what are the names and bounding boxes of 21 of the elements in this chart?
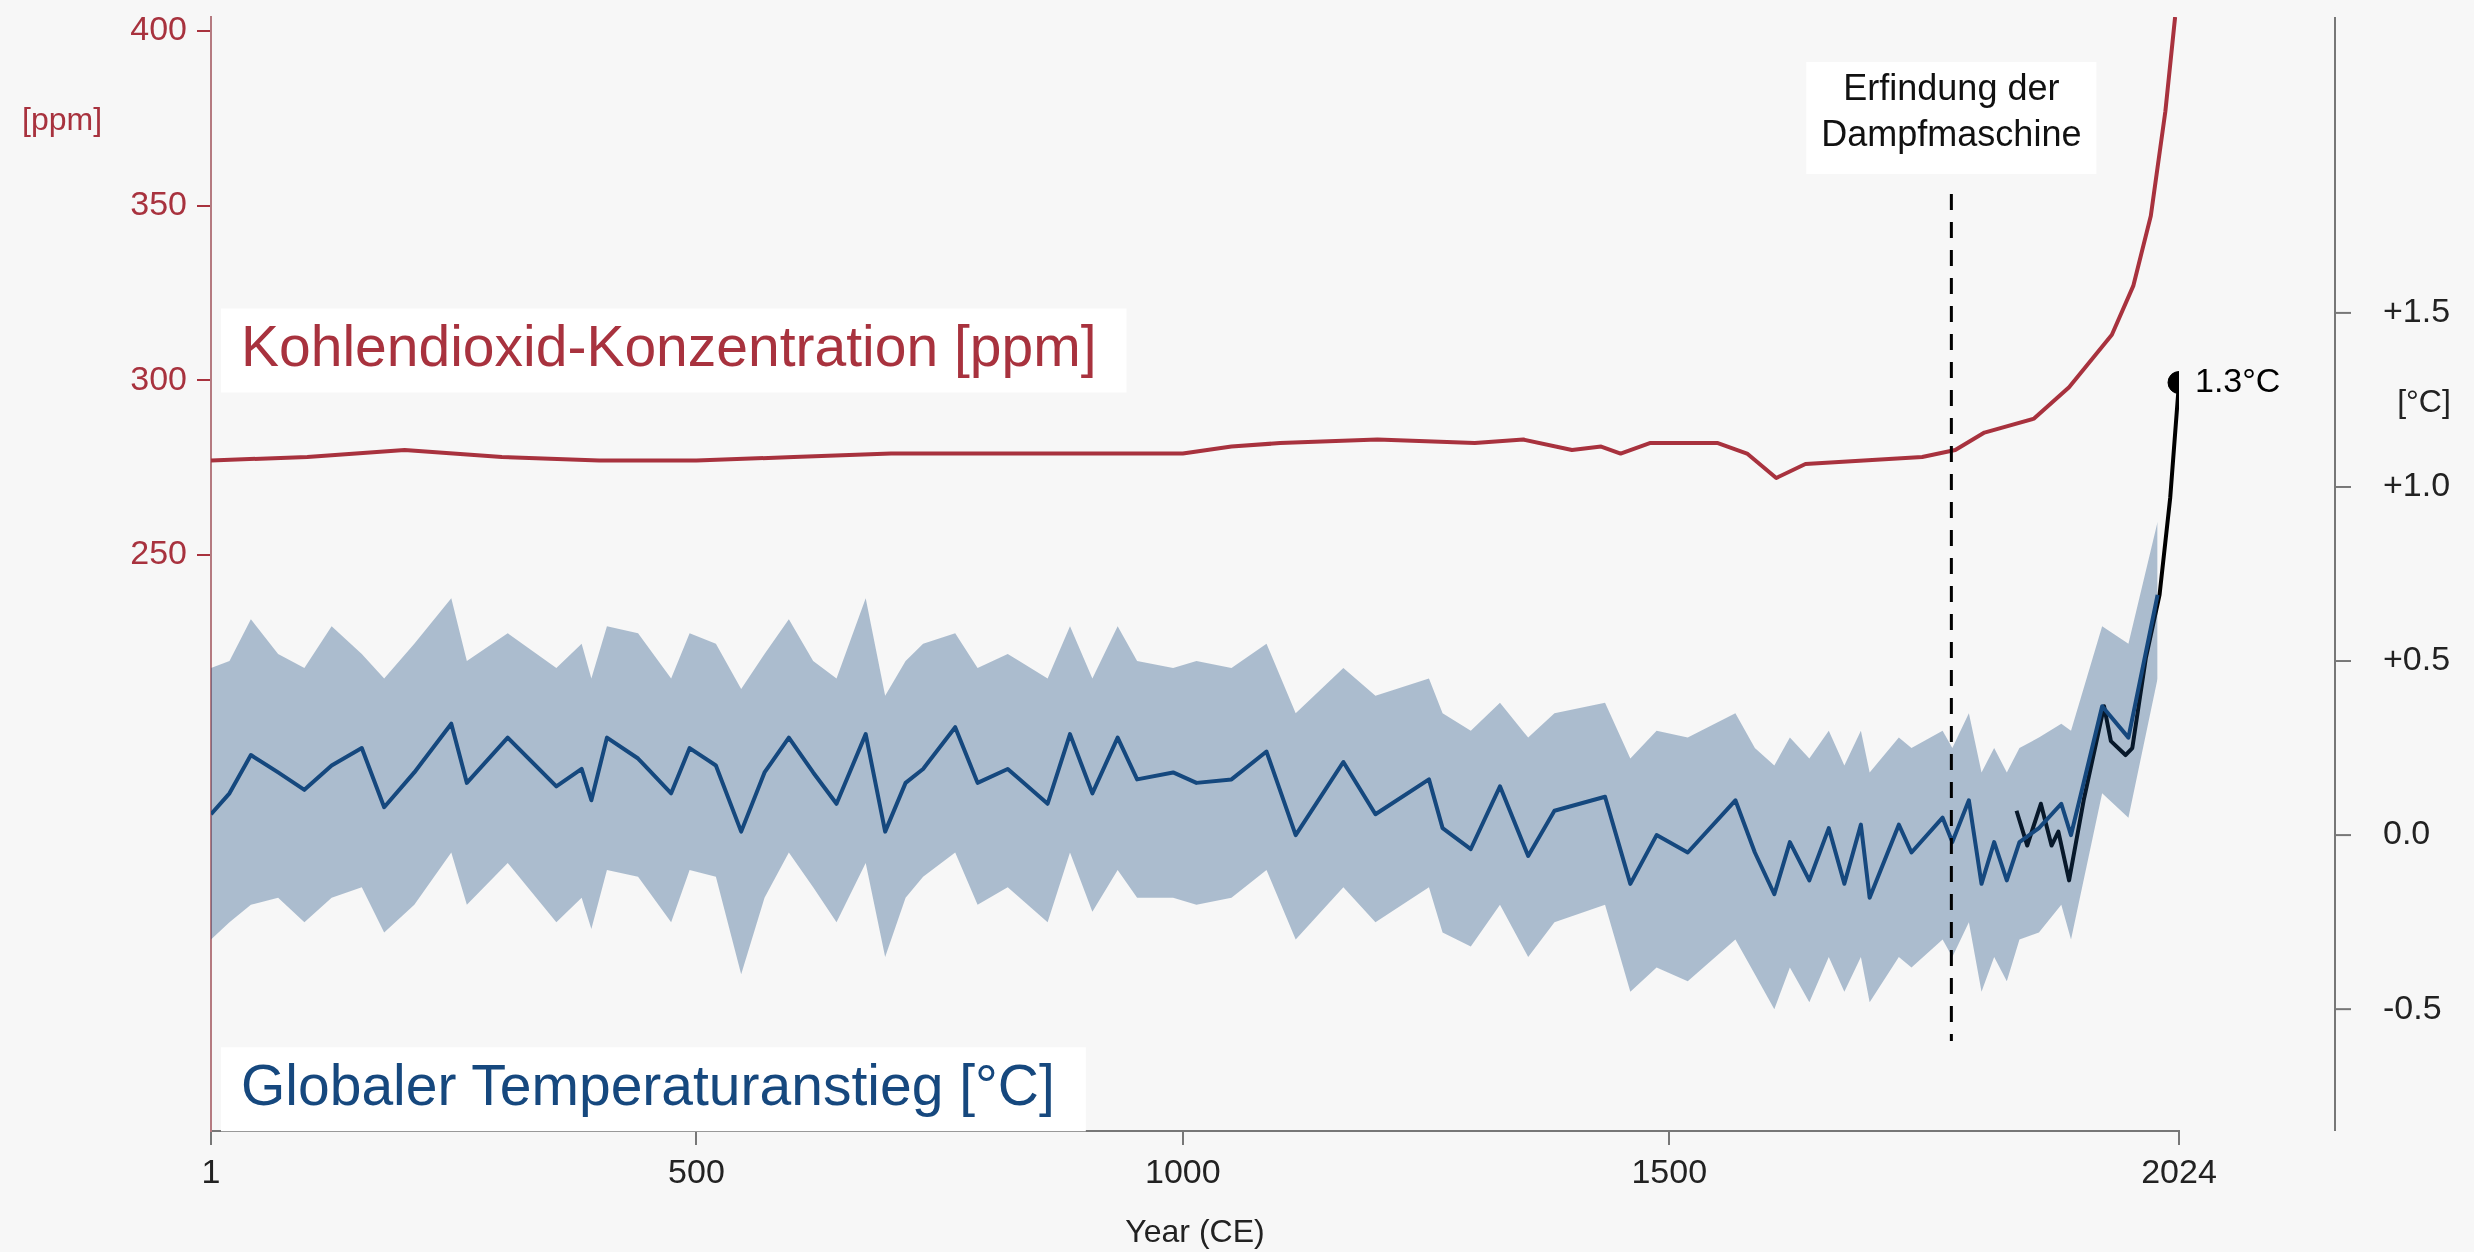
x-tick-label: 1 bbox=[201, 1151, 221, 1190]
y2-tick-label: 0.0 bbox=[2383, 813, 2431, 852]
x-tick-label: 500 bbox=[668, 1151, 725, 1190]
y2-tick-label: +1.0 bbox=[2383, 465, 2451, 504]
y2-tick-label: +0.5 bbox=[2383, 639, 2451, 678]
x-tick-label: 1000 bbox=[1145, 1151, 1221, 1190]
x-tick-label: 2024 bbox=[2141, 1151, 2217, 1190]
y2-tick-label: -0.5 bbox=[2383, 987, 2442, 1026]
data-label: 1.3°C bbox=[2195, 360, 2281, 399]
x-axis-title: Year (CE) bbox=[1125, 1212, 1265, 1249]
y2-tick-label: +1.5 bbox=[2383, 291, 2451, 330]
text: Globaler Temperaturanstieg [°C] bbox=[241, 1052, 1055, 1117]
ref-line-label: Erfindung der Dampfmaschine bbox=[1821, 66, 2082, 154]
y-tick-label: 350 bbox=[130, 183, 187, 222]
y2-axis-title: [°C] bbox=[2397, 382, 2451, 419]
y-tick-label: 250 bbox=[130, 533, 187, 572]
y-axis-title: [ppm] bbox=[21, 100, 103, 137]
y-tick-label: 300 bbox=[130, 358, 187, 397]
x-tick-label: 1500 bbox=[1631, 1151, 1708, 1190]
y-tick-label: 400 bbox=[130, 9, 187, 48]
series-label: Kohlendioxid-Konzentration [ppm] bbox=[241, 314, 1097, 379]
